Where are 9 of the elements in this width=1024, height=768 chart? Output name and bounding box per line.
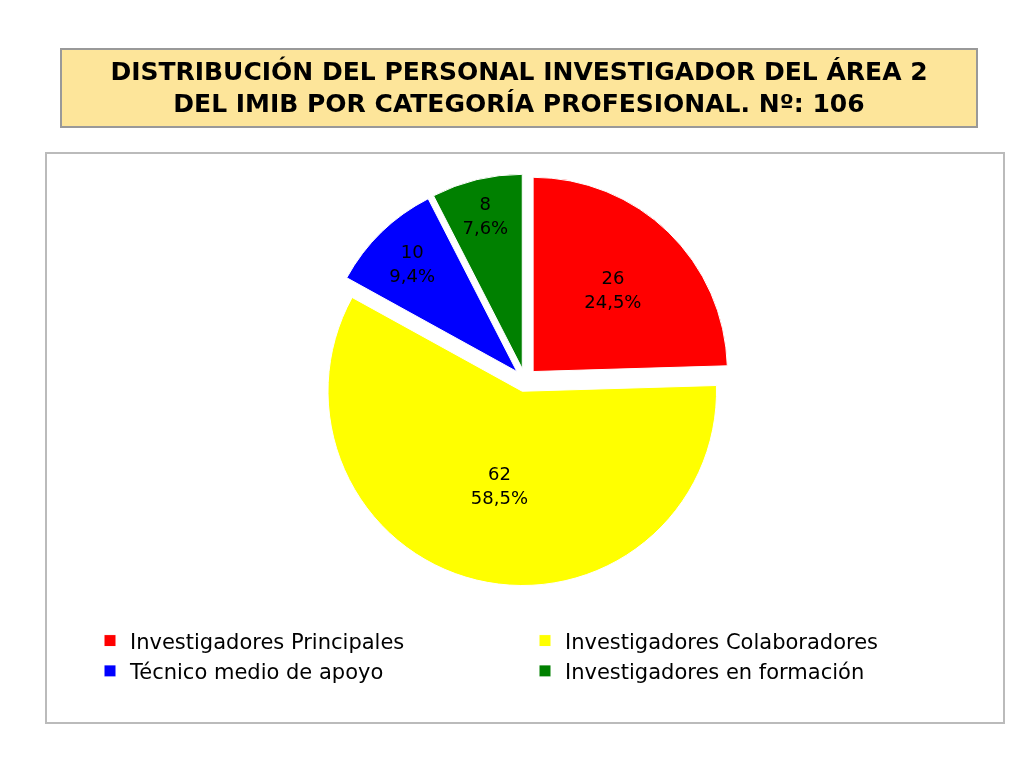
data-label: 26 24,5% [584, 267, 642, 312]
chart-title: DISTRIBUCIÓN DEL PERSONAL INVESTIGADOR DEL ÁREA 2 DEL IMIB POR CATEGORÍA PROFESIONAL. Nº: 106 [60, 48, 978, 128]
data-label: 10 9,4% [389, 241, 436, 286]
legend-label: Técnico medio de apoyo [129, 660, 384, 685]
legend-label: Investigadores Principales [130, 629, 405, 654]
data-label: 62 58,5% [470, 463, 529, 508]
legend-label: Investigadores Colaboradores [565, 629, 879, 654]
legend-label: Investigadores en formación [565, 660, 865, 685]
data-label: 8 7,6% [462, 193, 509, 238]
